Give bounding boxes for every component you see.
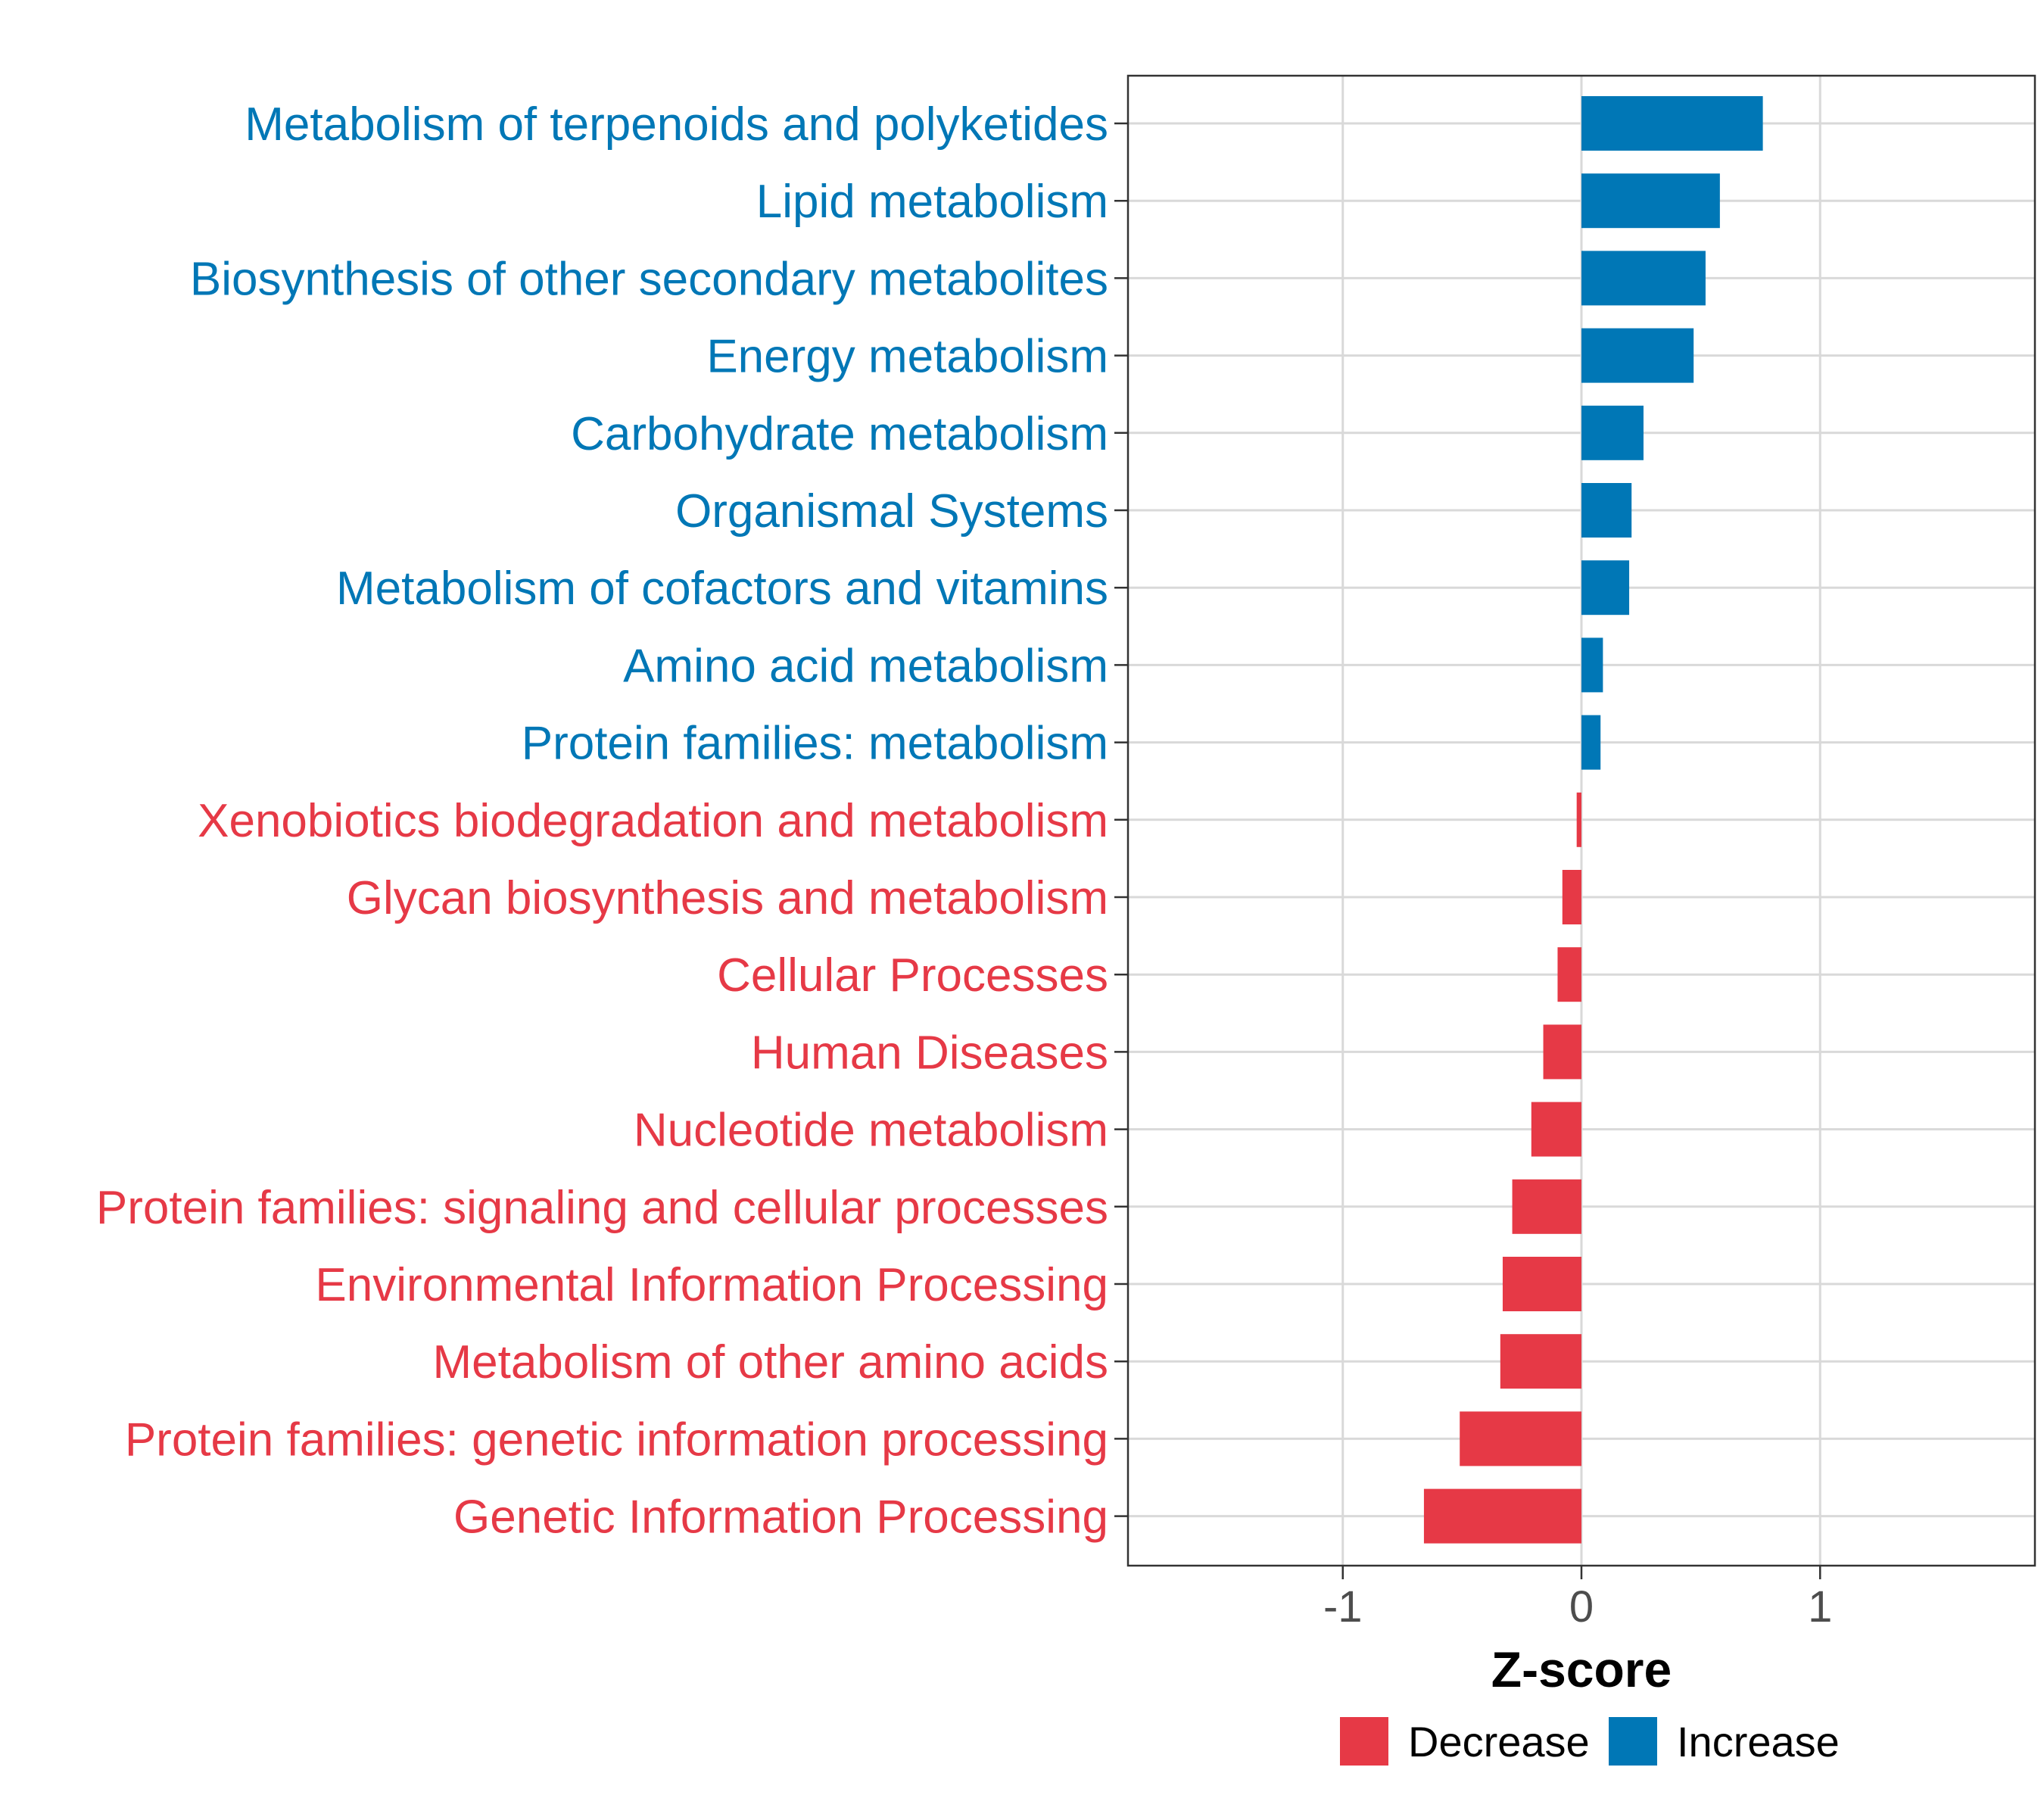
legend-label: Increase [1677, 1718, 1840, 1766]
bar [1500, 1334, 1581, 1389]
category-label: Metabolism of terpenoids and polyketides [245, 98, 1108, 151]
bar [1581, 251, 1706, 306]
category-label: Cellular Processes [717, 949, 1108, 1002]
category-label: Xenobiotics biodegradation and metabolis… [198, 795, 1108, 847]
bar [1423, 1488, 1581, 1544]
legend-swatch [1340, 1717, 1388, 1766]
category-label: Genetic Information Processing [453, 1491, 1108, 1544]
category-label: Glycan biosynthesis and metabolism [347, 872, 1108, 924]
category-label: Protein families: signaling and cellular… [96, 1182, 1108, 1234]
bar [1581, 483, 1632, 538]
bar [1460, 1411, 1581, 1466]
category-label: Organismal Systems [675, 485, 1108, 538]
bar [1581, 715, 1601, 770]
bars [1423, 96, 1763, 1544]
category-label: Protein families: metabolism [522, 718, 1108, 770]
bar [1581, 637, 1603, 693]
legend: Decrease Increase [1340, 1717, 1840, 1766]
bar [1576, 792, 1581, 847]
category-label: Biosynthesis of other secondary metaboli… [190, 253, 1108, 305]
bar [1581, 560, 1630, 616]
bar [1581, 96, 1763, 151]
bar [1512, 1179, 1581, 1234]
bar [1562, 870, 1581, 924]
x-tick-label: 0 [1569, 1582, 1594, 1632]
y-axis-ticks [1114, 122, 1128, 1517]
bar [1502, 1257, 1581, 1311]
bar [1581, 328, 1694, 383]
legend-swatch [1609, 1717, 1657, 1766]
category-label: Energy metabolism [706, 331, 1108, 383]
legend-label: Decrease [1408, 1718, 1590, 1766]
category-labels: Metabolism of terpenoids and polyketides… [96, 98, 1108, 1544]
x-axis-title: Z-score [1491, 1641, 1672, 1697]
x-axis-ticks: -1 0 1 [1323, 1566, 1832, 1632]
x-tick-label: 1 [1808, 1582, 1832, 1632]
category-label: Protein families: genetic information pr… [125, 1413, 1108, 1466]
category-label: Amino acid metabolism [623, 640, 1108, 692]
bar [1557, 947, 1581, 1002]
bar [1581, 405, 1644, 460]
category-label: Nucleotide metabolism [634, 1105, 1108, 1157]
bar [1543, 1024, 1581, 1080]
x-tick-label: -1 [1323, 1582, 1363, 1632]
category-label: Carbohydrate metabolism [571, 408, 1108, 460]
category-label: Metabolism of other amino acids [432, 1336, 1108, 1388]
category-label: Lipid metabolism [756, 176, 1108, 228]
category-label: Human Diseases [751, 1027, 1108, 1079]
bar [1531, 1102, 1581, 1157]
category-label: Metabolism of cofactors and vitamins [336, 563, 1108, 615]
category-label: Environmental Information Processing [315, 1259, 1108, 1311]
bar [1581, 173, 1720, 229]
